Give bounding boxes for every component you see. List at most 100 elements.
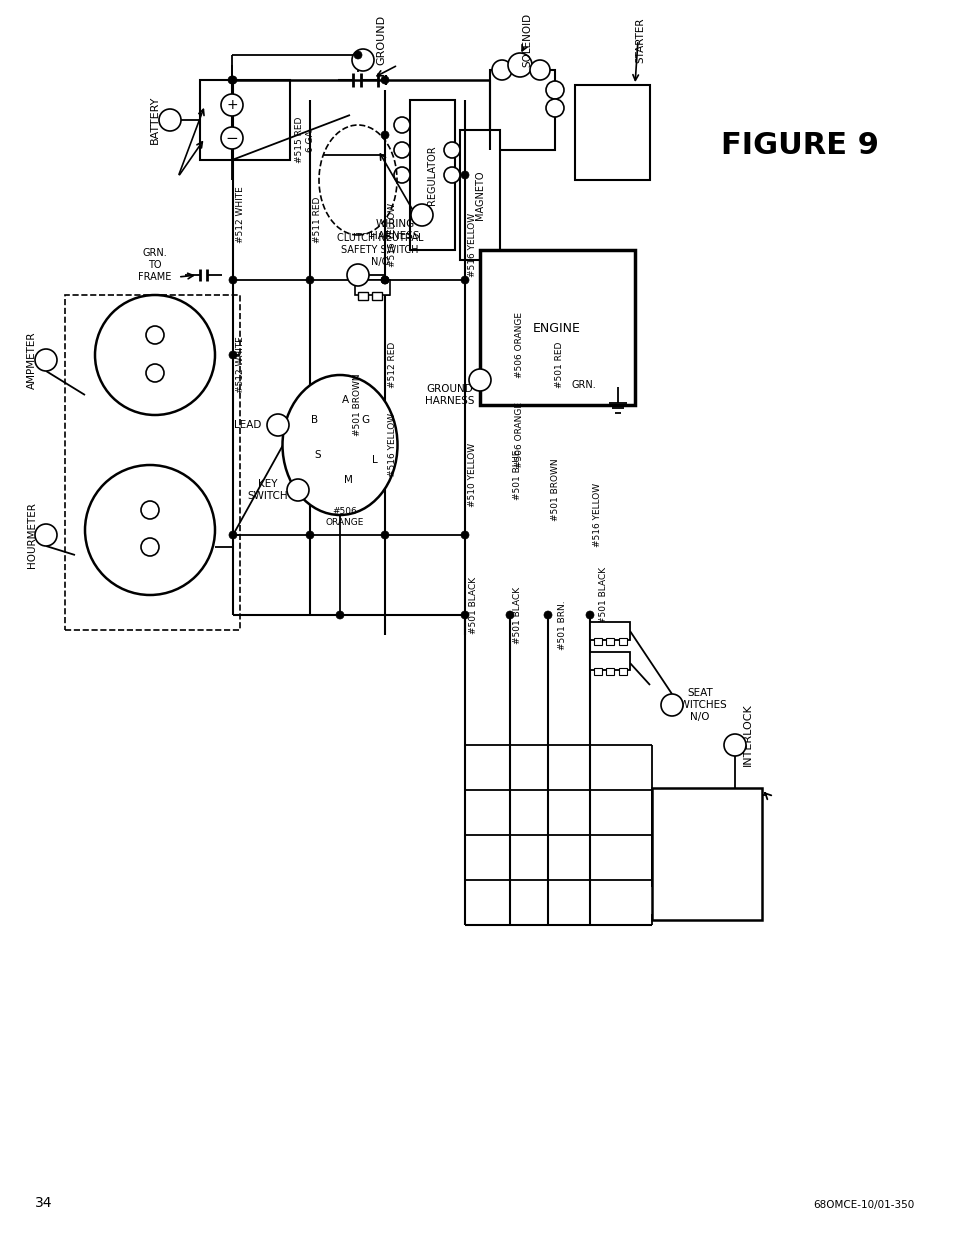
Circle shape — [380, 275, 389, 284]
Text: BLUE: BLUE — [702, 839, 724, 847]
Bar — [65, 295, 240, 630]
Text: GRN.
TO
FRAME: GRN. TO FRAME — [138, 248, 172, 282]
Circle shape — [306, 531, 314, 538]
Text: 6: 6 — [274, 420, 281, 430]
Bar — [200, 80, 290, 161]
Text: +: + — [145, 542, 154, 552]
Text: +: + — [151, 368, 159, 378]
Circle shape — [380, 275, 389, 284]
Circle shape — [141, 538, 159, 556]
Text: #516 YELLOW: #516 YELLOW — [593, 483, 602, 547]
Circle shape — [306, 275, 314, 284]
Text: WIRING
HARNESS: WIRING HARNESS — [370, 219, 419, 241]
Text: SOLENOID: SOLENOID — [521, 12, 532, 67]
Bar — [575, 85, 649, 180]
Text: ENGINE: ENGINE — [533, 321, 580, 335]
Text: −: − — [145, 505, 154, 515]
Text: 7: 7 — [476, 375, 482, 385]
Circle shape — [85, 466, 214, 595]
Text: #516 YELLOW: #516 YELLOW — [388, 412, 397, 477]
Text: LEAD: LEAD — [234, 420, 261, 430]
Text: B: B — [311, 415, 318, 425]
Text: 4: 4 — [167, 115, 172, 125]
Circle shape — [505, 611, 514, 619]
Circle shape — [443, 167, 459, 183]
Bar — [357, 291, 368, 300]
Bar — [372, 291, 381, 300]
Text: #506
ORANGE: #506 ORANGE — [326, 508, 364, 526]
Text: 1: 1 — [294, 485, 301, 495]
Bar — [459, 130, 499, 261]
Text: #511 RED: #511 RED — [314, 196, 322, 243]
Text: #501 BLACK: #501 BLACK — [598, 567, 608, 624]
Circle shape — [95, 295, 214, 415]
Circle shape — [394, 142, 410, 158]
Circle shape — [146, 364, 164, 382]
Text: #501 RED: #501 RED — [555, 342, 564, 388]
Text: +: + — [226, 98, 237, 112]
Text: #501 BLACK: #501 BLACK — [469, 577, 478, 634]
Text: 5: 5 — [662, 882, 669, 892]
Circle shape — [229, 275, 236, 284]
Text: #516 YELLOW: #516 YELLOW — [468, 212, 477, 277]
Text: MAGNETO: MAGNETO — [475, 170, 484, 220]
Text: 10: 10 — [416, 210, 427, 220]
Circle shape — [229, 531, 236, 538]
Text: #506 ORANGE: #506 ORANGE — [515, 312, 524, 378]
Text: 1: 1 — [662, 794, 669, 804]
Text: #515 RED
6 GA.: #515 RED 6 GA. — [295, 117, 314, 163]
Bar — [651, 788, 761, 920]
Text: SEAT
SWITCHES
N/O: SEAT SWITCHES N/O — [673, 688, 726, 721]
Text: #512 RED: #512 RED — [388, 342, 397, 388]
Text: 8: 8 — [355, 270, 360, 280]
Text: 2: 2 — [43, 530, 49, 540]
Circle shape — [507, 53, 532, 77]
Text: CLUTCH NEUTRAL
SAFETY SWITCH
N/O: CLUTCH NEUTRAL SAFETY SWITCH N/O — [336, 233, 423, 267]
Bar — [490, 70, 555, 149]
Circle shape — [221, 94, 243, 116]
Circle shape — [660, 694, 682, 716]
Circle shape — [221, 127, 243, 149]
Circle shape — [380, 531, 389, 538]
Bar — [605, 638, 614, 645]
Circle shape — [394, 117, 410, 133]
Circle shape — [460, 275, 469, 284]
Text: S: S — [314, 450, 321, 459]
Circle shape — [543, 611, 552, 619]
Bar — [605, 668, 614, 676]
Text: 6: 6 — [662, 904, 669, 914]
Circle shape — [380, 77, 389, 84]
Bar — [589, 622, 629, 640]
Text: KEY
SWITCH: KEY SWITCH — [248, 479, 288, 501]
Text: 34: 34 — [35, 1195, 52, 1210]
Circle shape — [545, 82, 563, 99]
Text: YELLOW: YELLOW — [695, 794, 732, 804]
Circle shape — [35, 350, 57, 370]
Bar — [589, 652, 629, 671]
Text: −: − — [226, 131, 238, 146]
Text: REGULATOR: REGULATOR — [427, 146, 436, 205]
Bar — [618, 668, 626, 676]
Circle shape — [229, 77, 236, 84]
Text: INTERLOCK: INTERLOCK — [742, 704, 752, 767]
Text: BLACK: BLACK — [699, 883, 728, 892]
Circle shape — [335, 611, 344, 619]
Circle shape — [229, 351, 236, 359]
Circle shape — [492, 61, 512, 80]
Circle shape — [228, 77, 235, 84]
Text: M: M — [343, 475, 352, 485]
Circle shape — [146, 326, 164, 345]
Circle shape — [443, 142, 459, 158]
Circle shape — [723, 734, 745, 756]
Text: FIGURE 9: FIGURE 9 — [720, 131, 878, 159]
Text: #506 ORANGE: #506 ORANGE — [515, 403, 524, 468]
Circle shape — [287, 479, 309, 501]
Text: STARTER: STARTER — [635, 17, 644, 63]
Text: #501 BROWN: #501 BROWN — [551, 458, 560, 521]
Circle shape — [354, 51, 361, 59]
Text: 8: 8 — [668, 700, 675, 710]
Circle shape — [352, 49, 374, 70]
Circle shape — [380, 131, 389, 140]
Text: GROUND: GROUND — [375, 15, 386, 65]
Circle shape — [460, 531, 469, 538]
